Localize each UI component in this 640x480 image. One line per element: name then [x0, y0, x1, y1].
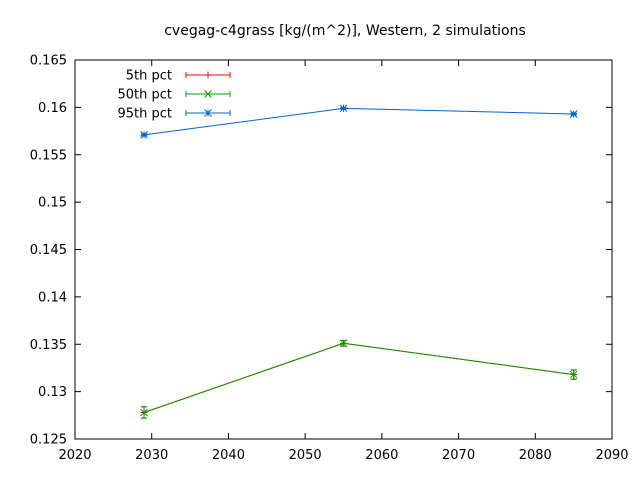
y-tick-label: 0.125 [30, 433, 67, 448]
y-tick-label: 0.155 [30, 148, 67, 163]
data-point [339, 104, 348, 113]
y-tick-label: 0.16 [38, 101, 67, 116]
y-tick-label: 0.13 [38, 385, 67, 400]
legend-label: 5th pct [126, 69, 172, 84]
data-point [140, 408, 148, 417]
legend-item: 50th pct [117, 88, 231, 103]
data-point [339, 339, 348, 348]
x-tick-label: 2040 [212, 448, 245, 463]
series-layer [140, 104, 578, 419]
x-tick-label: 2030 [135, 448, 168, 463]
chart-title: cvegag-c4grass [kg/(m^2)], Western, 2 si… [164, 23, 526, 39]
series-2 [140, 339, 578, 419]
series-3 [140, 104, 578, 139]
data-point [140, 130, 148, 139]
y-tick-label: 0.14 [38, 290, 67, 305]
data-point [569, 370, 578, 379]
x-tick-label: 2070 [442, 448, 475, 463]
legend-label: 50th pct [117, 88, 172, 103]
legend-marker [204, 90, 212, 98]
x-axis: 2020 2030 2040 2050 2060 2070 2080 2090 [58, 60, 629, 463]
y-tick-label: 0.165 [30, 54, 67, 69]
data-point [569, 110, 578, 118]
legend-marker [204, 109, 212, 117]
series-line [143, 342, 574, 413]
legend-item: 95th pct [117, 107, 231, 122]
y-tick-label: 0.15 [38, 196, 67, 211]
y-tick-label: 0.135 [30, 338, 67, 353]
y-tick-label: 0.145 [30, 243, 67, 258]
legend: 5th pct 50th pct 95th pct [117, 69, 231, 122]
x-tick-label: 2060 [365, 448, 398, 463]
x-tick-label: 2090 [595, 448, 628, 463]
x-tick-label: 2020 [58, 448, 91, 463]
y-axis: 0.125 0.13 0.135 0.14 0.145 0.15 0.155 0.16 0.16… [30, 54, 612, 448]
x-tick-label: 2080 [519, 448, 552, 463]
legend-label: 95th pct [117, 107, 172, 122]
series-line [143, 342, 574, 413]
legend-item: 5th pct [126, 69, 231, 84]
legend-marker [204, 71, 212, 79]
x-tick-label: 2050 [289, 448, 322, 463]
series-1 [140, 339, 578, 419]
